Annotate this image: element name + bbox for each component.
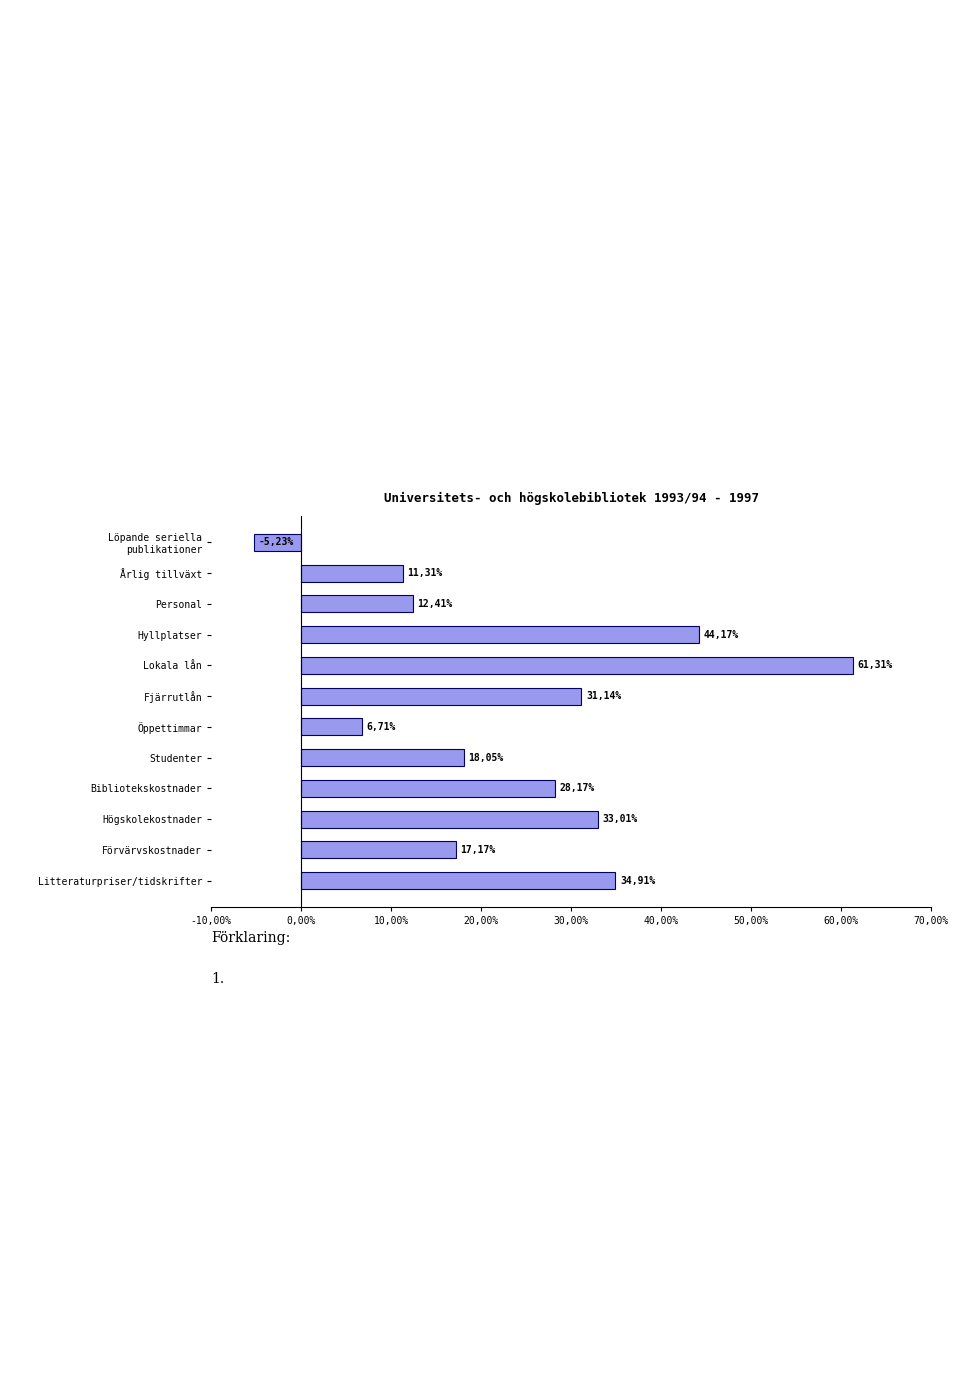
Bar	[301, 780, 555, 797]
Text: 28,17%: 28,17%	[560, 784, 594, 794]
Bar	[301, 688, 582, 704]
Text: 17,17%: 17,17%	[460, 845, 495, 855]
Bar	[301, 657, 853, 674]
Text: 18,05%: 18,05%	[468, 752, 503, 763]
Text: 6,71%: 6,71%	[366, 721, 396, 732]
Text: 12,41%: 12,41%	[418, 598, 453, 608]
Text: 34,91%: 34,91%	[620, 876, 655, 886]
Bar	[301, 626, 699, 643]
Text: 31,14%: 31,14%	[586, 691, 621, 702]
Bar	[301, 718, 362, 735]
Text: 1.: 1.	[211, 972, 225, 986]
Bar	[301, 749, 464, 766]
Bar	[301, 872, 615, 889]
Text: -5,23%: -5,23%	[258, 537, 294, 547]
Text: 33,01%: 33,01%	[603, 815, 638, 824]
Bar	[254, 534, 301, 551]
Text: Förklaring:: Förklaring:	[211, 930, 291, 944]
Title: Universitets- och högskolebibliotek 1993/94 - 1997: Universitets- och högskolebibliotek 1993…	[384, 492, 758, 505]
Text: 44,17%: 44,17%	[704, 629, 738, 639]
Bar	[301, 810, 598, 827]
Bar	[301, 596, 413, 612]
Text: 61,31%: 61,31%	[857, 660, 893, 671]
Bar	[301, 565, 403, 582]
Text: 11,31%: 11,31%	[407, 568, 443, 578]
Bar	[301, 841, 456, 858]
